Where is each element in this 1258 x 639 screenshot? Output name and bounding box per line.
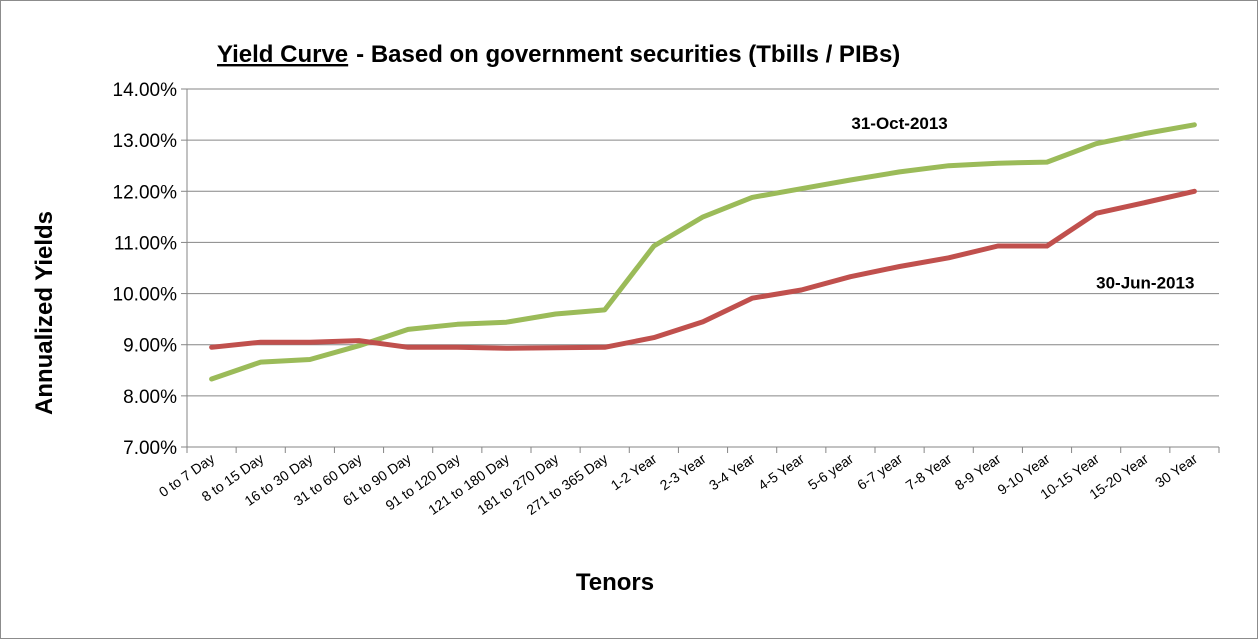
chart-title: Yield Curve - Based on government securit… — [217, 41, 900, 68]
series-line — [209, 122, 1197, 382]
x-tick-label: 1-2 Year — [608, 450, 660, 493]
x-axis-title: Tenors — [576, 569, 654, 596]
x-tick-label: 6-7 year — [854, 450, 906, 493]
chart-title-rest: - Based on government securities (Tbills… — [356, 41, 900, 68]
axes — [181, 88, 1220, 453]
y-tick-label: 8.00% — [123, 387, 177, 408]
gridlines — [187, 88, 1219, 448]
x-tick-label: 7-8 Year — [903, 450, 955, 493]
y-axis-title: Annualized Yields — [31, 211, 58, 415]
x-tick-label: 5-6 year — [805, 450, 857, 493]
y-tick-label: 12.00% — [113, 182, 178, 203]
y-tick-label: 9.00% — [123, 336, 177, 357]
x-tick-label: 4-5 Year — [755, 450, 807, 493]
chart-title-main: Yield Curve — [217, 41, 348, 68]
x-tick-label: 30 Year — [1152, 450, 1200, 491]
y-tick-label: 14.00% — [113, 80, 178, 101]
series-label: 31-Oct-2013 — [851, 114, 947, 133]
tick-labels: 7.00% 8.00% 9.00% 10.00% 11.00% 12.00% 13.00% 1… — [113, 80, 1201, 518]
x-tick-label: 2-3 Year — [657, 450, 709, 493]
y-tick-label: 10.00% — [113, 285, 178, 306]
series-label: 30-Jun-2013 — [1096, 273, 1194, 292]
x-tick-label: 3-4 Year — [706, 450, 758, 493]
y-tick-label: 11.00% — [114, 233, 177, 254]
y-tick-label: 13.00% — [113, 131, 178, 152]
y-tick-label: 7.00% — [123, 438, 177, 459]
series-lines — [209, 122, 1197, 382]
series-line — [209, 188, 1197, 351]
